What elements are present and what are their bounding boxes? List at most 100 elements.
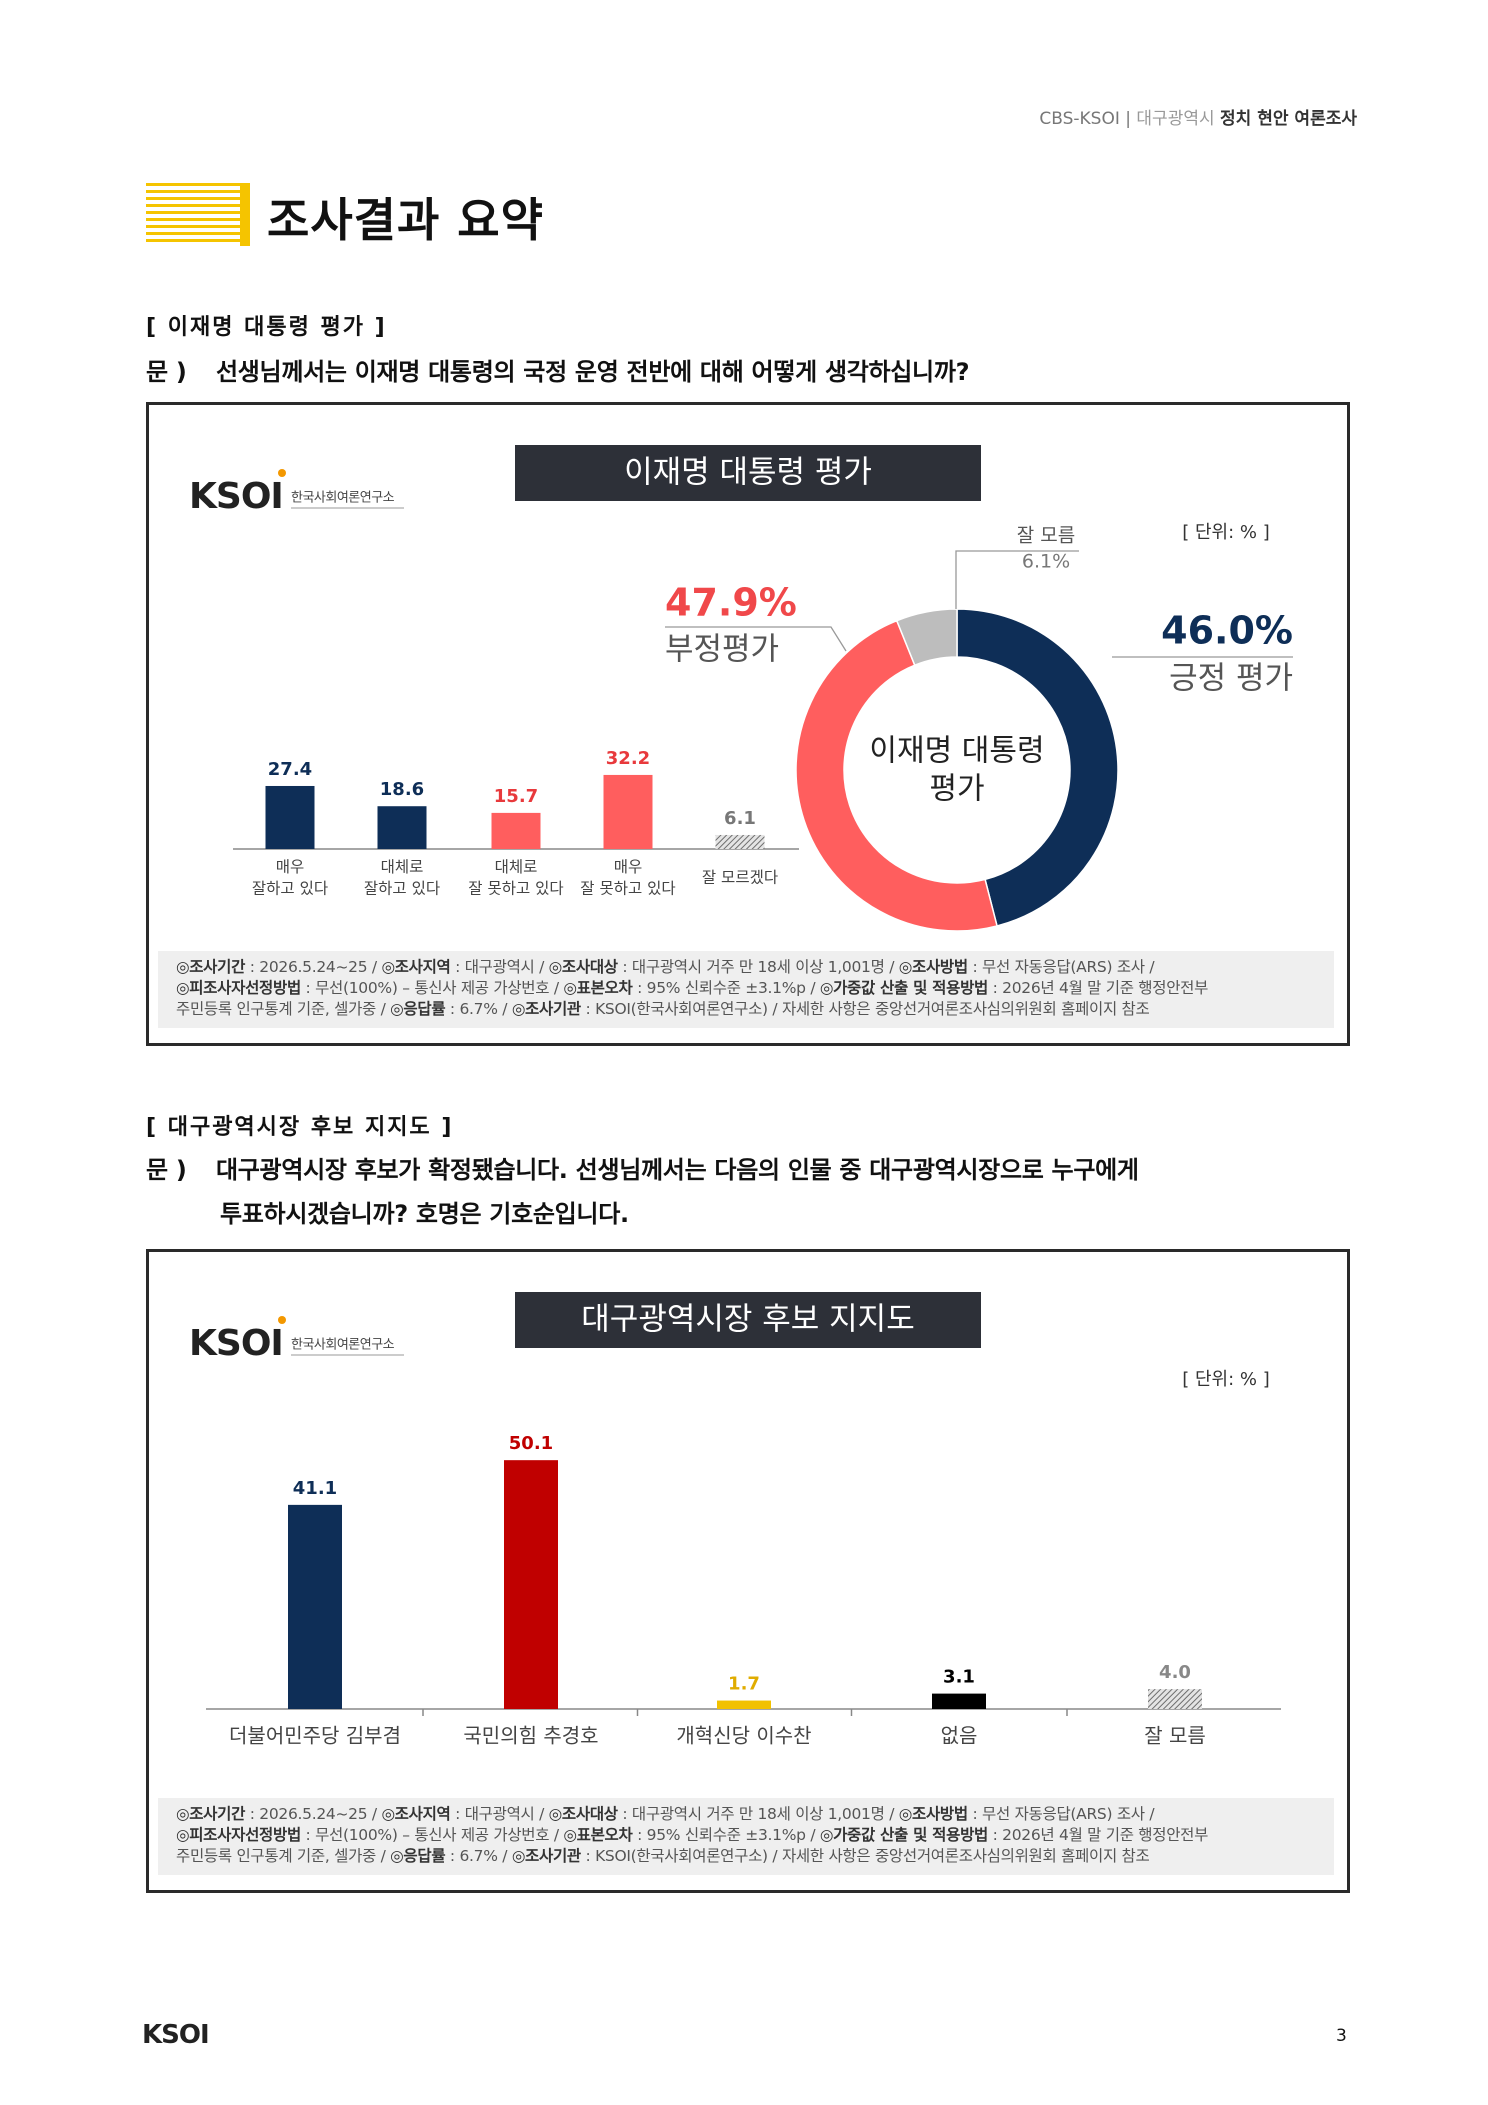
- footnote-text: ◎조사지역: [381, 958, 451, 976]
- footnote-line: 주민등록 인구통계 기준, 셀가중 / ◎응답률 : 6.7% / ◎조사기관 …: [176, 999, 1334, 1020]
- x-tick-label: 더불어민주당 김부겸: [229, 1724, 401, 1748]
- footnote-text: 주민등록 인구통계 기준, 셀가중 /: [176, 1847, 391, 1865]
- footnote-text: : 2026.5.24~25 /: [245, 958, 382, 976]
- footnote-text: ◎조사대상: [548, 1805, 618, 1823]
- footer-logo: KSOI: [142, 2020, 210, 2050]
- x-tick-label: 잘 모름: [1144, 1724, 1206, 1748]
- footnote-text: : KSOI(한국사회여론연구소) / 자세한 사항은 중앙선거여론조사심의위원…: [580, 1000, 1150, 1018]
- footnote-text: ◎피조사자선정방법: [176, 979, 301, 997]
- value-label: 41.1: [293, 1478, 337, 1499]
- footnote-text: : 무선(100%) – 통신사 제공 가상번호 /: [300, 979, 564, 997]
- chart-panel: KSOI 한국사회여론연구소 대구광역시장 후보 지지도 [ 단위: % ] 41.1 더…: [146, 1249, 1350, 1893]
- footnote: ◎조사기간 : 2026.5.24~25 / ◎조사지역 : 대구광역시 / ◎…: [158, 1798, 1334, 1875]
- header-region: 대구광역시: [1136, 109, 1215, 129]
- question: 대구광역시장 후보가 확정됐습니다. 선생님께서는 다음의 인물 중 대구광역시…: [216, 1156, 1139, 1184]
- bar: [603, 774, 653, 849]
- section-label: [ 이재명 대통령 평가 ]: [146, 315, 387, 340]
- logo-name: 한국사회여론연구소: [291, 1338, 395, 1353]
- footnote-text: : 2026년 4월 말 기준 행정안전부: [988, 1826, 1209, 1844]
- footnote-text: : 대구광역시 /: [450, 1805, 549, 1823]
- bar: [715, 834, 765, 849]
- donut-center-label: 이재명 대통령: [869, 734, 1044, 769]
- question: 투표하시겠습니까? 호명은 기호순입니다.: [220, 1200, 629, 1228]
- x-tick-label: 대체로 잘 못하고 있다: [468, 858, 563, 898]
- slice-value-label: 47.9%: [665, 581, 797, 625]
- bar: [717, 1700, 771, 1709]
- section-label: [ 대구광역시장 후보 지지도 ]: [146, 1115, 454, 1140]
- footnote-text: : 무선(100%) – 통신사 제공 가상번호 /: [300, 1826, 564, 1844]
- x-tick-label: 국민의힘 추경호: [463, 1724, 598, 1748]
- x-tick-label: 없음: [941, 1724, 978, 1748]
- footnote-text: ◎응답률: [390, 1847, 446, 1865]
- footnote-text: ◎표본오차: [563, 979, 633, 997]
- footnote-text: : 2026년 4월 말 기준 행정안전부: [988, 979, 1209, 997]
- footnote-text: : 2026.5.24~25 /: [245, 1805, 382, 1823]
- footnote-text: ◎표본오차: [563, 1826, 633, 1844]
- x-tick-label: 개혁신당 이수찬: [676, 1724, 811, 1748]
- footnote: ◎조사기간 : 2026.5.24~25 / ◎조사지역 : 대구광역시 / ◎…: [158, 951, 1334, 1028]
- bar: [491, 812, 541, 849]
- x-tick-label: 잘 모르겠다: [702, 869, 778, 887]
- footnote-text: ◎조사기관: [511, 1847, 581, 1865]
- footnote-line: ◎피조사자선정방법 : 무선(100%) – 통신사 제공 가상번호 / ◎표본…: [176, 1825, 1334, 1846]
- slice-category-label: 부정평가: [665, 632, 779, 668]
- footnote-text: : 대구광역시 거주 만 18세 이상 1,001명 /: [617, 958, 899, 976]
- value-label: 18.6: [380, 779, 424, 800]
- pie-slice: [895, 608, 958, 667]
- footnote-text: ◎조사기관: [511, 1000, 581, 1018]
- logo-accent: [278, 1316, 286, 1324]
- bar: [932, 1693, 986, 1709]
- value-label: 50.1: [509, 1433, 553, 1454]
- footnote-text: : 무선 자동응답(ARS) 조사 /: [967, 958, 1155, 976]
- header-source: CBS-KSOI: [1039, 109, 1120, 129]
- bar: [504, 1460, 558, 1709]
- value-label: 4.0: [1159, 1662, 1191, 1683]
- footnote-text: ◎조사지역: [381, 1805, 451, 1823]
- x-tick-label: 대체로 잘하고 있다: [364, 858, 440, 898]
- header-separator: |: [1125, 109, 1132, 129]
- footnote-line: ◎피조사자선정방법 : 무선(100%) – 통신사 제공 가상번호 / ◎표본…: [176, 978, 1334, 999]
- title-banner: [515, 445, 981, 501]
- value-label: 32.2: [606, 748, 650, 769]
- value-label: 6.1: [724, 808, 756, 829]
- logo-accent: [278, 469, 286, 477]
- footnote-text: ◎조사방법: [898, 1805, 968, 1823]
- x-tick-label: 매우 잘하고 있다: [252, 858, 328, 898]
- x-tick-label: 매우 잘 못하고 있다: [580, 858, 675, 898]
- footnote-text: ◎조사대상: [548, 958, 618, 976]
- footnote-text: ◎가중값 산출 및 적용방법: [819, 1826, 988, 1844]
- page-title: 조사결과 요약: [267, 193, 544, 247]
- footnote-text: : 6.7% /: [445, 1847, 512, 1865]
- running-header: CBS-KSOI | 대구광역시 정치 현안 여론조사: [1039, 104, 1357, 129]
- page-number: 3: [1336, 2026, 1347, 2046]
- footnote-text: : 95% 신뢰수준 ±3.1%p /: [632, 979, 820, 997]
- footnote-text: ◎조사방법: [898, 958, 968, 976]
- unit-label: [ 단위: % ]: [1182, 1369, 1270, 1390]
- footnote-text: ◎응답률: [390, 1000, 446, 1018]
- chart-title: 대구광역시장 후보 지지도: [581, 1302, 914, 1338]
- bar: [288, 1504, 342, 1709]
- footnote-line: ◎조사기간 : 2026.5.24~25 / ◎조사지역 : 대구광역시 / ◎…: [176, 957, 1334, 978]
- chart-panel: KSOI 한국사회여론연구소 이재명 대통령 평가[ 단위: % ] 27.4 매우 잘하…: [146, 402, 1350, 1046]
- chart-title: 이재명 대통령 평가: [624, 455, 872, 491]
- title-banner: [515, 1292, 981, 1348]
- slice-category-label: 잘 모름: [1017, 525, 1075, 547]
- value-label: 15.7: [494, 786, 538, 807]
- footnote-line: 주민등록 인구통계 기준, 셀가중 / ◎응답률 : 6.7% / ◎조사기관 …: [176, 1846, 1334, 1867]
- footnote-line: ◎조사기간 : 2026.5.24~25 / ◎조사지역 : 대구광역시 / ◎…: [176, 1804, 1334, 1825]
- footnote-text: : 무선 자동응답(ARS) 조사 /: [967, 1805, 1155, 1823]
- slice-category-label: 긍정 평가: [1169, 661, 1293, 697]
- title-decoration: [146, 183, 250, 246]
- chart: KSOI 한국사회여론연구소 대구광역시장 후보 지지도 [ 단위: % ] 41.1 더…: [189, 1292, 1281, 1748]
- footnote-text: 주민등록 인구통계 기준, 셀가중 /: [176, 1000, 391, 1018]
- header-topic: 정치 현안 여론조사: [1220, 109, 1357, 129]
- slice-value-label: 46.0%: [1161, 609, 1293, 653]
- footnote-text: ◎조사기간: [176, 958, 246, 976]
- bar: [265, 785, 315, 849]
- question-prefix: 문 ): [146, 1156, 187, 1184]
- footnote-text: ◎가중값 산출 및 적용방법: [819, 979, 988, 997]
- leader-line: [665, 626, 847, 652]
- value-label: 27.4: [268, 759, 312, 780]
- pie-slice: [795, 619, 998, 932]
